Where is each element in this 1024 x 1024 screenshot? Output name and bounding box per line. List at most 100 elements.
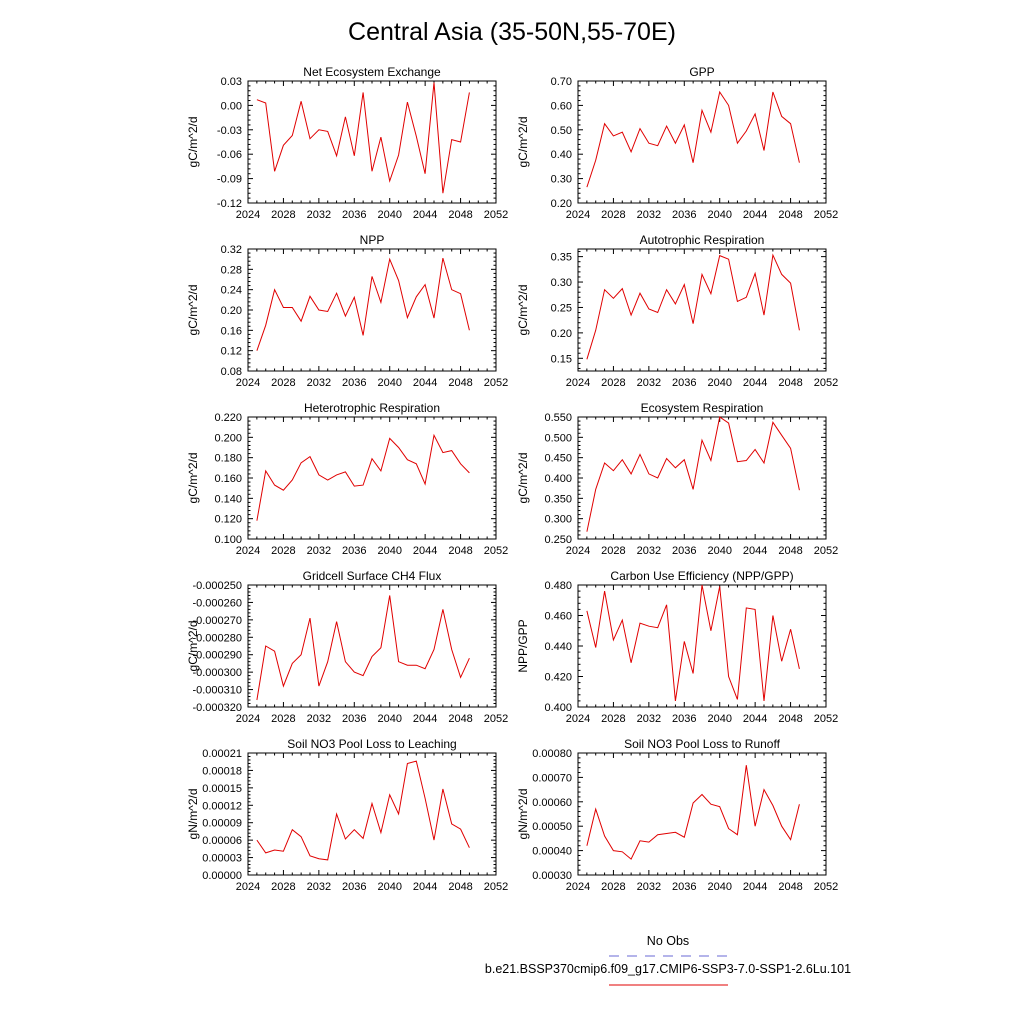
x-tick-label: 2044 <box>743 209 767 221</box>
x-tick-label: 2052 <box>484 881 508 893</box>
x-tick-label: 2028 <box>601 209 625 221</box>
y-tick-label: 0.20 <box>221 305 242 317</box>
chart-panel: GPP gC/m^2/d 2024 2028 2032 2036 2040 2044 2048 2… <box>516 65 838 221</box>
y-tick-label: 0.00 <box>221 100 242 112</box>
plot-frame <box>247 584 497 708</box>
y-tick-label: -0.06 <box>217 149 242 161</box>
y-tick-label: 0.00012 <box>202 800 242 812</box>
y-axis-label: gN/m^2/d <box>516 789 530 840</box>
chart-panel: Carbon Use Efficiency (NPP/GPP) NPP/GPP 20… <box>516 569 838 725</box>
x-tick-label: 2032 <box>307 881 331 893</box>
x-tick-label: 2052 <box>484 545 508 557</box>
x-tick-label: 2028 <box>601 881 625 893</box>
chart-panel: Autotrophic Respiration gC/m^2/d 2024 2028 2… <box>516 233 838 389</box>
y-axis-label: gN/m^2/d <box>186 789 200 840</box>
x-tick-label: 2024 <box>566 209 590 221</box>
x-tick-label: 2040 <box>707 545 731 557</box>
y-tick-label: 0.160 <box>214 473 242 485</box>
y-tick-label: 0.25 <box>551 302 572 314</box>
y-tick-label: 0.550 <box>544 412 572 424</box>
chart-title: Soil NO3 Pool Loss to Leaching <box>287 737 456 751</box>
chart-panel: Net Ecosystem Exchange gC/m^2/d 2024 2028 20… <box>186 65 508 221</box>
x-tick-label: 2048 <box>448 713 472 725</box>
x-tick-label: 2048 <box>778 545 802 557</box>
y-tick-label: 0.40 <box>551 149 572 161</box>
y-tick-label: 0.480 <box>544 580 572 592</box>
chart-panel: Soil NO3 Pool Loss to Leaching gN/m^2/d 20… <box>186 737 508 893</box>
y-tick-label: -0.000320 <box>192 702 242 714</box>
x-tick-label: 2048 <box>448 377 472 389</box>
x-tick-label: 2040 <box>377 209 401 221</box>
x-tick-label: 2024 <box>236 209 260 221</box>
chart-title: Autotrophic Respiration <box>640 233 765 247</box>
y-axis-label: gC/m^2/d <box>186 285 200 336</box>
y-tick-label: 0.32 <box>221 244 242 256</box>
y-tick-label: 0.16 <box>221 325 242 337</box>
x-tick-label: 2044 <box>743 881 767 893</box>
y-tick-label: -0.000300 <box>192 667 242 679</box>
x-tick-label: 2028 <box>271 209 295 221</box>
plot-frame <box>247 416 497 540</box>
y-tick-label: -0.000310 <box>192 685 242 697</box>
x-tick-label: 2024 <box>236 545 260 557</box>
x-tick-label: 2052 <box>814 209 838 221</box>
x-tick-label: 2036 <box>342 713 366 725</box>
y-tick-label: 0.03 <box>221 76 242 88</box>
x-tick-label: 2036 <box>672 377 696 389</box>
plot-frame <box>577 416 827 540</box>
y-axis-label: NPP/GPP <box>516 619 530 672</box>
y-axis-label: gC/m^2/d <box>516 453 530 504</box>
series-line <box>586 765 800 860</box>
y-tick-label: -0.000280 <box>192 632 242 644</box>
y-tick-label: 0.400 <box>544 702 572 714</box>
series-line <box>586 90 800 188</box>
x-tick-label: 2044 <box>743 545 767 557</box>
x-tick-label: 2036 <box>672 713 696 725</box>
x-tick-label: 2028 <box>271 713 295 725</box>
y-tick-label: 0.180 <box>214 453 242 465</box>
x-tick-label: 2032 <box>637 545 661 557</box>
x-tick-label: 2040 <box>707 209 731 221</box>
x-tick-label: 2024 <box>566 545 590 557</box>
x-tick-label: 2040 <box>377 713 401 725</box>
chart-panel: Gridcell Surface CH4 Flux gC/m^2/d 2024 202… <box>186 569 508 725</box>
x-tick-label: 2028 <box>271 545 295 557</box>
page-title: Central Asia (35-50N,55-70E) <box>348 18 676 46</box>
y-tick-label: 0.420 <box>544 672 572 684</box>
x-tick-label: 2048 <box>778 713 802 725</box>
x-tick-label: 2032 <box>307 377 331 389</box>
y-tick-label: 0.450 <box>544 453 572 465</box>
x-tick-label: 2028 <box>601 377 625 389</box>
x-tick-label: 2040 <box>377 545 401 557</box>
x-tick-label: 2024 <box>236 881 260 893</box>
series-line <box>586 253 800 360</box>
y-tick-label: -0.09 <box>217 174 242 186</box>
y-tick-label: 0.00000 <box>202 870 242 882</box>
x-tick-label: 2032 <box>637 209 661 221</box>
x-tick-label: 2024 <box>566 713 590 725</box>
x-tick-label: 2024 <box>236 377 260 389</box>
x-tick-label: 2044 <box>413 713 437 725</box>
x-tick-label: 2044 <box>413 377 437 389</box>
plot-frame <box>577 752 827 876</box>
x-tick-label: 2040 <box>707 377 731 389</box>
x-tick-label: 2044 <box>743 713 767 725</box>
y-tick-label: -0.12 <box>217 198 242 210</box>
y-tick-label: 0.400 <box>544 473 572 485</box>
x-tick-label: 2052 <box>814 713 838 725</box>
chart-title: NPP <box>360 233 385 247</box>
y-tick-label: 0.08 <box>221 366 242 378</box>
x-tick-label: 2048 <box>778 881 802 893</box>
y-tick-label: 0.70 <box>551 76 572 88</box>
x-tick-label: 2032 <box>637 377 661 389</box>
series-line <box>256 433 470 521</box>
x-tick-label: 2044 <box>413 209 437 221</box>
y-tick-label: -0.000290 <box>192 650 242 662</box>
y-tick-label: 0.140 <box>214 493 242 505</box>
y-tick-label: 0.440 <box>544 641 572 653</box>
y-tick-label: 0.120 <box>214 514 242 526</box>
x-tick-label: 2036 <box>342 881 366 893</box>
y-tick-label: 0.00015 <box>202 783 242 795</box>
plot-frame <box>577 584 827 708</box>
y-tick-label: 0.28 <box>221 264 242 276</box>
